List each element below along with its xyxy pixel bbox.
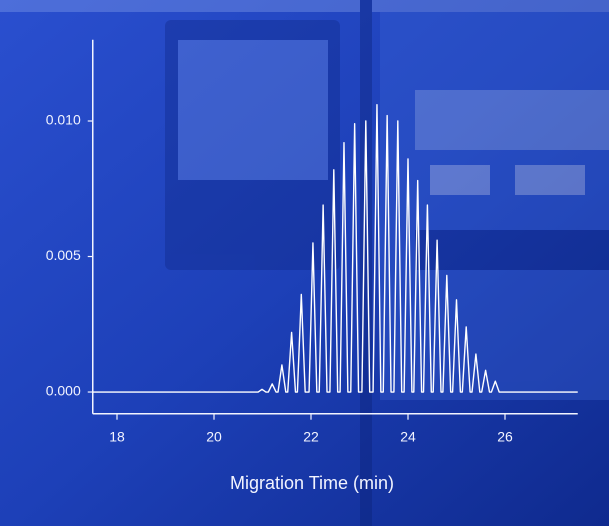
x-axis-label: Migration Time (min) xyxy=(230,473,394,493)
chart: Migration Time (min) 0.000 0.005 0.010 18 20… xyxy=(0,0,609,526)
x-tick-label: 18 xyxy=(109,428,125,444)
x-tick-label: 26 xyxy=(497,428,513,444)
y-tick-label: 0.000 xyxy=(46,383,81,399)
x-tick-label: 24 xyxy=(400,428,416,444)
y-tick-label: 0.005 xyxy=(46,247,81,263)
x-tick-label: 20 xyxy=(206,428,222,444)
y-tick-label: 0.010 xyxy=(46,112,81,128)
x-tick-label: 22 xyxy=(303,428,319,444)
